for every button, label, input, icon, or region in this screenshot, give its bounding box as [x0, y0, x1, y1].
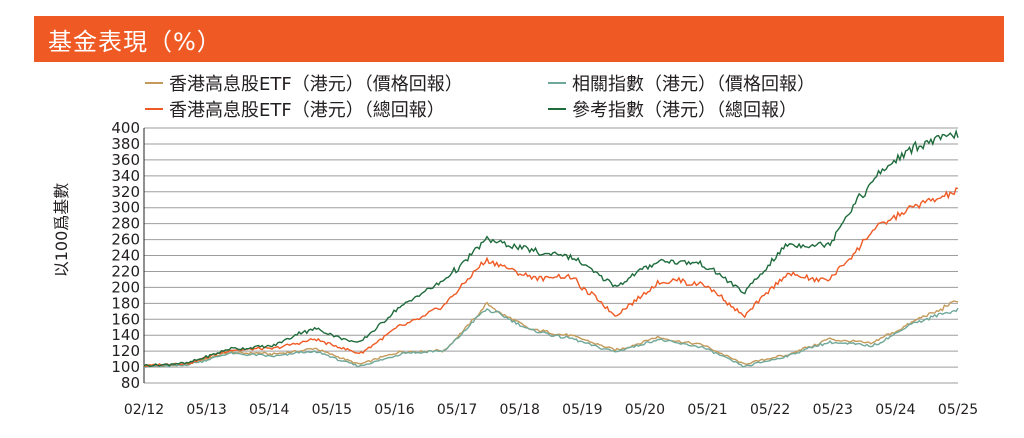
y-tick-label: 140 [111, 326, 140, 344]
series-line-fund-total [143, 187, 959, 368]
y-tick-label: 80 [121, 374, 140, 392]
legend-swatch [145, 82, 163, 84]
y-tick-label: 380 [111, 135, 140, 153]
x-tick-label: 05/18 [500, 402, 540, 418]
x-tick-label: 05/23 [813, 402, 853, 418]
y-tick-label: 260 [111, 231, 140, 249]
x-tick-label: 05/17 [437, 402, 477, 418]
x-tick-label: 05/13 [186, 402, 226, 418]
x-tick-label: 05/24 [875, 402, 915, 418]
y-tick-label: 220 [111, 262, 140, 280]
y-tick-label: 280 [111, 215, 140, 233]
legend-label: 相關指數（港元）（價格回報） [572, 74, 815, 95]
series-line-fund-price [143, 300, 959, 368]
title-banner: 基金表現（%） [34, 16, 1004, 62]
y-tick-label: 340 [111, 167, 140, 185]
y-tick-label: 320 [111, 183, 140, 201]
y-tick-label: 400 [111, 119, 140, 137]
y-tick-label: 300 [111, 199, 140, 217]
x-tick-label: 05/16 [374, 402, 414, 418]
legend-label: 參考指數（港元）（總回報） [572, 100, 797, 121]
series-line-index-total [143, 128, 959, 368]
y-tick-label: 240 [111, 247, 140, 265]
y-tick-label: 100 [111, 358, 140, 376]
legend-swatch [548, 82, 566, 84]
legend-swatch [548, 108, 566, 110]
y-tick-label: 360 [111, 151, 140, 169]
x-tick-label: 05/21 [687, 402, 727, 418]
y-tick-label: 180 [111, 294, 140, 312]
x-tick-label: 02/12 [124, 402, 164, 418]
x-tick-label: 05/25 [938, 402, 978, 418]
x-tick-label: 05/19 [562, 402, 602, 418]
x-tick-label: 05/22 [750, 402, 790, 418]
legend-label: 香港高息股ETF（港元）（總回報） [169, 100, 445, 121]
x-tick-label: 05/20 [625, 402, 665, 418]
legend-item-fund-total: 香港高息股ETF（港元）（總回報） [145, 96, 445, 122]
x-tick-label: 05/14 [249, 402, 289, 418]
legend-item-index-total: 參考指數（港元）（總回報） [548, 96, 797, 122]
legend-label: 香港高息股ETF（港元）（價格回報） [169, 74, 463, 95]
y-tick-label: 200 [111, 278, 140, 296]
y-tick-label: 160 [111, 310, 140, 328]
x-tick-label: 05/15 [312, 402, 352, 418]
legend-item-fund-price: 香港高息股ETF（港元）（價格回報） [145, 70, 463, 96]
series-line-index-price [143, 307, 959, 368]
chart-title: 基金表現（%） [48, 28, 222, 56]
legend-swatch [145, 108, 163, 110]
legend-item-index-price: 相關指數（港元）（價格回報） [548, 70, 815, 96]
y-tick-label: 120 [111, 342, 140, 360]
